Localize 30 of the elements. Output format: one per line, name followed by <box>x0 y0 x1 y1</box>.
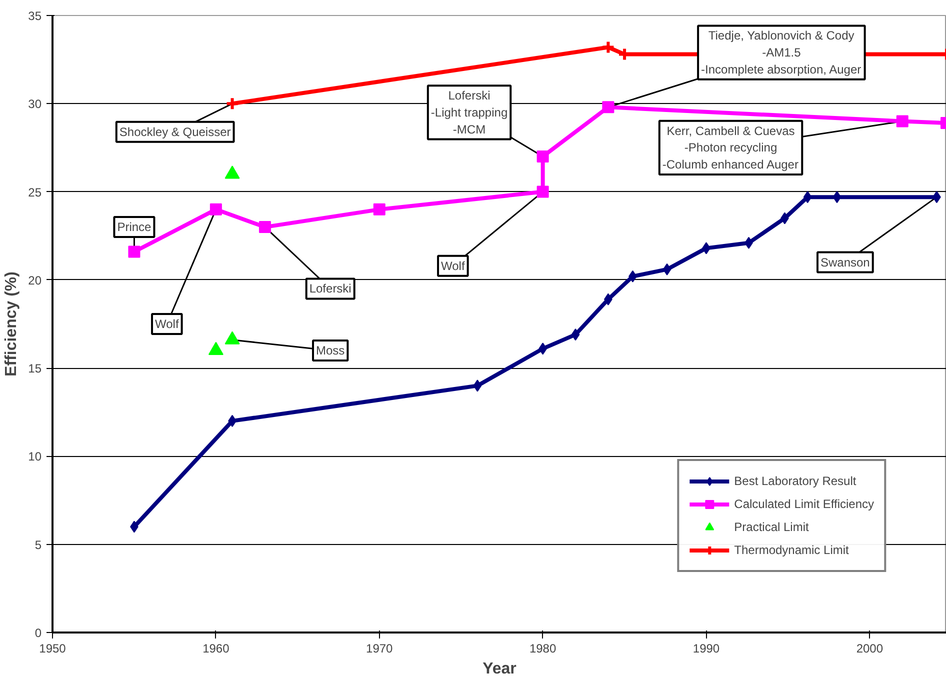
y-tick-label: 35 <box>28 9 42 23</box>
y-axis-title: Efficiency (%) <box>3 272 20 376</box>
y-tick-label: 20 <box>28 273 42 288</box>
legend-label: Practical Limit <box>734 520 809 534</box>
annotation: Shockley & Queisser <box>119 124 231 139</box>
y-tick-label: 25 <box>28 185 42 200</box>
annotation: Loferski <box>309 282 352 296</box>
legend-label: Calculated Limit Efficiency <box>734 497 874 511</box>
y-tick-label: 0 <box>34 626 42 640</box>
x-tick-label: 1980 <box>529 642 556 656</box>
annotation: Prince <box>117 220 152 234</box>
x-axis-title: Year <box>482 660 516 678</box>
annotation: Wolf <box>441 258 466 273</box>
x-tick-label: 1950 <box>39 642 66 656</box>
annotation: Kerr, Cambell & Cuevas -Photon recycling -Columb enhanced Auger <box>662 124 798 172</box>
annotation: Tiedje, Yablonovich & Cody -AM1.5 -Incomplete absorption, Auger <box>701 28 862 76</box>
x-tick-label: 1960 <box>202 642 230 656</box>
y-tick-label: 15 <box>28 362 42 376</box>
x-tick-label: 2000 <box>856 642 884 656</box>
y-tick-label: 30 <box>28 97 42 112</box>
annotation: Moss <box>316 343 345 358</box>
x-tick-label: 1970 <box>366 642 394 656</box>
legend-label: Best Laboratory Result <box>734 474 856 488</box>
annotation: Loferski -Light trapping -MCM <box>430 88 508 136</box>
x-tick-label: 1990 <box>692 642 720 656</box>
annotation: Swanson <box>820 255 870 270</box>
y-tick-label: 5 <box>34 538 42 552</box>
y-tick-label: 10 <box>28 450 42 464</box>
legend-label: Thermodynamic Limit <box>734 543 849 557</box>
annotation: Wolf <box>155 317 180 331</box>
